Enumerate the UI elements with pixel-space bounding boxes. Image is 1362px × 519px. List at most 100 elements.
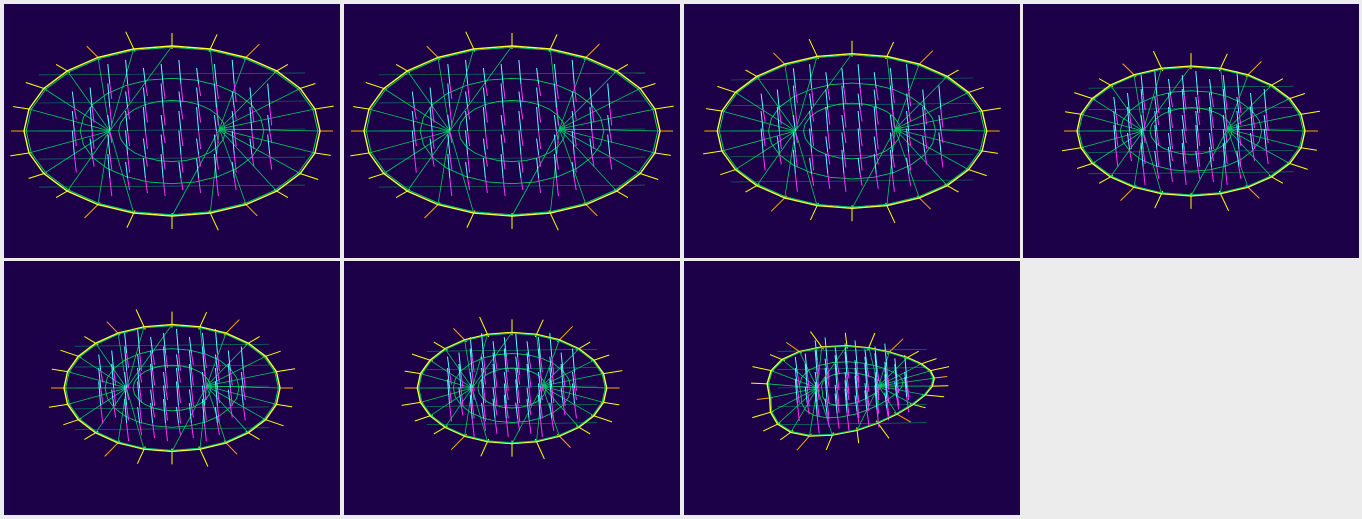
mesh-spoke-line (1110, 84, 1144, 132)
inner-normal-magenta (162, 154, 166, 170)
inner-normal-cyan (1181, 128, 1185, 150)
inner-normal-magenta (562, 403, 566, 416)
inner-normal-cyan (465, 59, 469, 84)
mesh-row-line (1088, 107, 1294, 110)
inner-normal-magenta (1197, 130, 1201, 147)
inner-normal-magenta (1238, 148, 1242, 168)
inner-normal-cyan (553, 134, 557, 155)
inner-normal-magenta (827, 173, 831, 189)
inner-normal-cyan (841, 85, 845, 110)
mesh-spoke-line (1092, 130, 1144, 164)
inner-normal-magenta (505, 387, 509, 401)
inner-normal-cyan (137, 367, 141, 389)
inner-normal-cyan (549, 356, 553, 373)
inner-ring (132, 364, 212, 412)
mesh-spoke-line (878, 385, 898, 415)
mesh-spoke-line (78, 355, 127, 389)
inner-normal-magenta (539, 418, 543, 437)
inner-normal-cyan (824, 398, 828, 415)
inner-normal-cyan (107, 63, 111, 84)
inner-normal-magenta (528, 357, 532, 370)
inner-normal-cyan (526, 341, 530, 358)
inner-normal-cyan (938, 132, 942, 153)
inner-normal-cyan (1168, 79, 1171, 96)
inner-normal-magenta (203, 423, 207, 442)
inner-normal-magenta (251, 130, 255, 150)
inner-normal-cyan (492, 352, 496, 373)
inner-normal-cyan (922, 89, 926, 110)
mesh-spoke-line (43, 88, 111, 132)
inner-normal-magenta (528, 372, 532, 388)
inner-normal-magenta (139, 423, 143, 436)
inner-normal-cyan (1195, 110, 1199, 132)
inner-normal-cyan (809, 110, 813, 132)
inner-normal-cyan (607, 134, 611, 155)
inner-normal-cyan (1263, 128, 1267, 150)
inner-normal-magenta (1142, 112, 1146, 132)
inner-normal-magenta (778, 152, 782, 165)
inner-normal-cyan (213, 83, 217, 108)
inner-normal-cyan (792, 132, 796, 153)
mesh-spoke-line (735, 92, 796, 132)
inner-normal-cyan (804, 353, 808, 374)
mesh-spoke-line (219, 128, 301, 174)
inner-normal-cyan (98, 381, 102, 406)
mesh-spoke-line (721, 110, 796, 132)
inner-normal-cyan (864, 383, 868, 400)
inner-normal-cyan (213, 134, 217, 155)
mesh-spoke-line (511, 128, 560, 217)
mesh-spoke-line (769, 387, 818, 399)
inner-normal-cyan (188, 363, 192, 389)
inner-normal-magenta (178, 405, 181, 424)
inner-ring (820, 372, 883, 406)
inner-normal-cyan (1154, 110, 1158, 132)
inner-normal-cyan (1113, 124, 1117, 150)
mesh-spoke-line (542, 373, 604, 387)
inner-normal-cyan (884, 374, 888, 399)
inner-normal-cyan (160, 134, 164, 155)
inner-normal-cyan (107, 134, 111, 155)
inner-normal-magenta (144, 178, 148, 194)
inner-normal-magenta (1211, 95, 1214, 108)
inner-normal-cyan (824, 377, 828, 402)
inner-normal-cyan (249, 87, 253, 108)
inner-normal-magenta (886, 377, 890, 390)
inner-normal-cyan (178, 91, 182, 108)
inner-normal-magenta (1252, 148, 1255, 162)
inner-normal-cyan (447, 154, 451, 179)
inner-normal-cyan (196, 67, 200, 84)
inner-normal-magenta (233, 83, 237, 102)
inner-normal-cyan (492, 387, 496, 404)
inner-normal-magenta (1183, 112, 1187, 132)
inner-normal-magenta (467, 130, 471, 147)
inner-normal-magenta (573, 154, 577, 173)
inner-normal-cyan (884, 361, 888, 378)
inner-normal-cyan (1195, 96, 1199, 114)
inner-normal-magenta (144, 83, 148, 96)
inner-normal-magenta (859, 109, 863, 122)
inner-normal-cyan (1154, 96, 1158, 114)
mesh-spoke-line (795, 53, 853, 132)
mesh-spoke-line (206, 385, 277, 405)
inner-normal-magenta (449, 372, 452, 385)
inner-normal-cyan (213, 154, 217, 179)
mesh-spoke-line (109, 45, 173, 132)
inner-normal-cyan (1250, 92, 1253, 114)
inner-normal-cyan (267, 114, 271, 132)
inner-normal-magenta (139, 370, 143, 383)
inner-normal-cyan (176, 407, 179, 424)
inner-normal-magenta (449, 387, 452, 404)
render-panel-7 (684, 261, 1020, 515)
inner-normal-magenta (538, 178, 542, 194)
inner-normal-cyan (188, 389, 192, 406)
inner-normal-cyan (201, 385, 205, 406)
inner-normal-magenta (555, 83, 559, 99)
inner-normal-magenta (574, 403, 577, 419)
inner-normal-cyan (844, 371, 848, 389)
mesh-spoke-line (559, 70, 617, 130)
inner-normal-magenta (846, 412, 850, 431)
inner-normal-cyan (196, 138, 200, 155)
inner-normal-magenta (794, 88, 798, 104)
inner-normal-magenta (886, 387, 890, 404)
outer-ring-inner-edge (418, 332, 606, 444)
